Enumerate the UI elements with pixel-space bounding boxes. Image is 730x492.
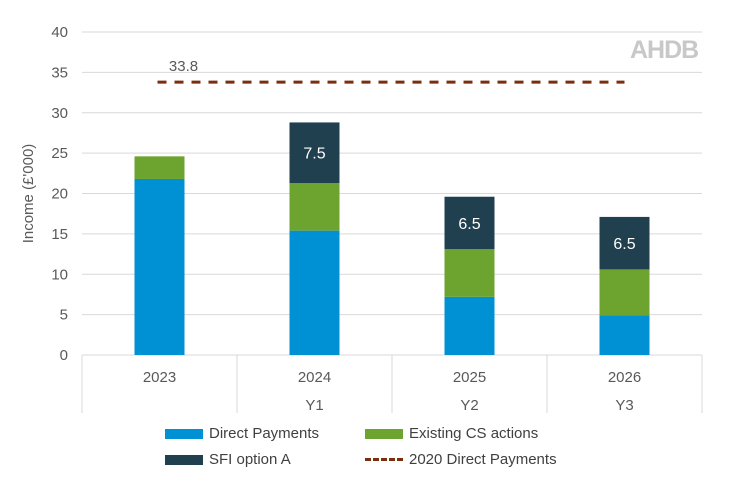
x-tick-label: 2024 <box>298 369 331 386</box>
x-tick-label: 2025 <box>453 369 486 386</box>
legend-label: Direct Payments <box>209 425 320 442</box>
x-subcategory-label: Y2 <box>460 397 478 414</box>
bar-segment <box>134 156 185 179</box>
legend-swatch <box>165 428 203 439</box>
bar-segment <box>289 122 340 184</box>
y-tick-label: 20 <box>51 186 68 203</box>
y-tick-label: 0 <box>60 347 68 364</box>
bar-segment <box>444 296 495 355</box>
legend-swatch <box>165 454 203 465</box>
legend-label: Existing CS actions <box>409 425 539 442</box>
bar-segment <box>599 216 650 270</box>
ahdb-logo: AHDB <box>630 36 699 64</box>
data-label: 6.5 <box>458 216 480 233</box>
bar-segment <box>289 230 340 355</box>
y-tick-label: 40 <box>51 24 68 41</box>
legend-label: 2020 Direct Payments <box>409 451 557 468</box>
legend-dash <box>365 458 403 461</box>
bar-segment <box>289 183 340 231</box>
legend-swatch <box>365 428 403 439</box>
y-tick-label: 25 <box>51 145 68 162</box>
legend-item-2020-direct-payments: 2020 Direct Payments <box>365 451 557 468</box>
y-tick-label: 10 <box>51 266 68 283</box>
y-tick-label: 5 <box>60 307 68 324</box>
legend-label: SFI option A <box>209 451 291 468</box>
y-axis-label: Income (£'000) <box>20 144 37 244</box>
bar-segment <box>444 196 495 250</box>
bar-segment <box>599 315 650 355</box>
y-tick-label: 35 <box>51 64 68 81</box>
data-label: 7.5 <box>303 146 325 163</box>
x-tick-label: 2026 <box>608 369 641 386</box>
legend-item-existing-cs-actions: Existing CS actions <box>365 425 538 442</box>
data-label: 6.5 <box>613 236 635 253</box>
legend-item-sfi-option-a: SFI option A <box>165 451 291 468</box>
y-tick-label: 15 <box>51 226 68 243</box>
x-subcategory-label: Y1 <box>305 397 323 414</box>
y-tick-label: 30 <box>51 105 68 122</box>
bar-segment <box>444 249 495 297</box>
legend-item-direct-payments: Direct Payments <box>165 425 319 442</box>
bar-segment <box>599 269 650 316</box>
x-subcategory-label: Y3 <box>615 397 633 414</box>
reference-line-label: 33.8 <box>169 58 198 75</box>
bar-segment <box>134 178 185 355</box>
x-tick-label: 2023 <box>143 369 176 386</box>
